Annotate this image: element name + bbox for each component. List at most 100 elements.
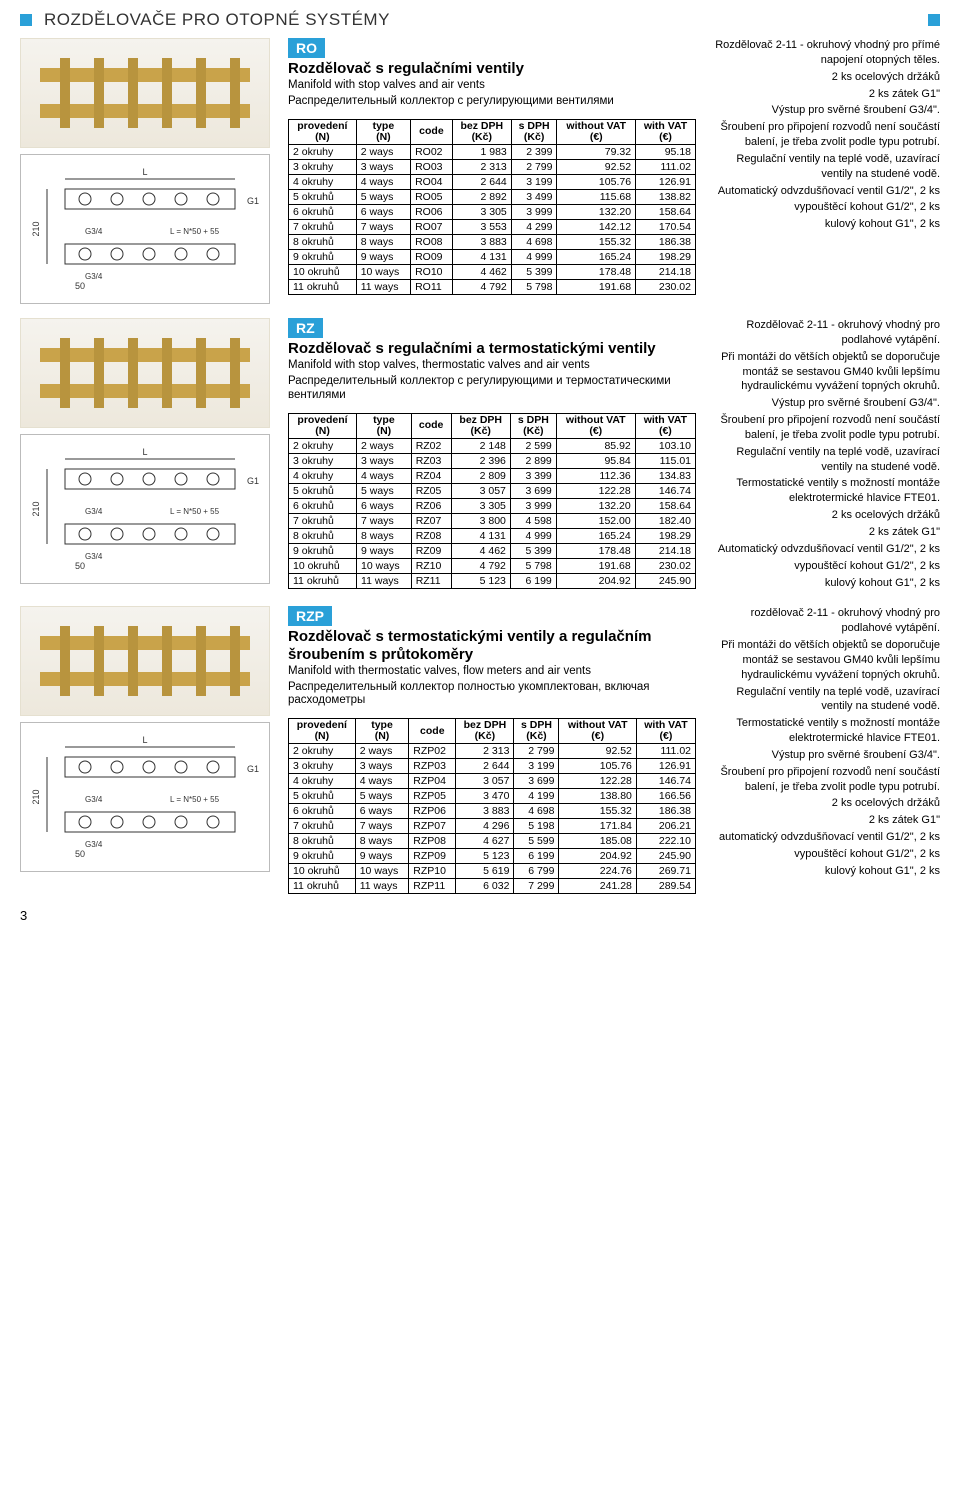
- table-cell: 2 ways: [355, 744, 409, 759]
- product-block: L210G1G3/4L = N*50 + 5550G3/4RORozdělova…: [20, 38, 940, 304]
- table-cell: RO05: [411, 189, 453, 204]
- table-row: 10 okruhů10 waysRO104 4625 399178.48214.…: [289, 264, 696, 279]
- svg-text:L: L: [142, 447, 147, 457]
- table-cell: 3 057: [456, 774, 514, 789]
- table-cell: 230.02: [636, 279, 696, 294]
- table-cell: 134.83: [635, 468, 695, 483]
- table-row: 10 okruhů10 waysRZP105 6196 799224.76269…: [289, 864, 696, 879]
- table-cell: 4 okruhy: [289, 468, 357, 483]
- table-cell: 142.12: [557, 219, 636, 234]
- table-cell: RZ09: [411, 543, 451, 558]
- table-cell: 1 983: [452, 144, 511, 159]
- table-cell: 10 ways: [356, 264, 410, 279]
- table-cell: RZ02: [411, 438, 451, 453]
- table-cell: 9 ways: [357, 543, 412, 558]
- table-cell: 4 299: [511, 219, 557, 234]
- table-header: s DPH(Kč): [511, 119, 557, 144]
- svg-text:G3/4: G3/4: [85, 552, 103, 561]
- table-cell: 5 ways: [357, 483, 412, 498]
- table-cell: RZ08: [411, 528, 451, 543]
- table-header: code: [411, 119, 453, 144]
- table-row: 7 okruhů7 waysRZP074 2965 198171.84206.2…: [289, 819, 696, 834]
- table-cell: 2 ways: [356, 144, 410, 159]
- table-cell: 111.02: [636, 744, 695, 759]
- table-cell: 2 313: [452, 159, 511, 174]
- table-cell: 11 okruhů: [289, 279, 357, 294]
- table-header: type(N): [355, 719, 409, 744]
- table-cell: 3 699: [510, 483, 556, 498]
- table-cell: 9 okruhů: [289, 849, 356, 864]
- table-cell: 2 799: [514, 744, 559, 759]
- product-code-badge: RZP: [288, 606, 332, 626]
- table-cell: 5 123: [451, 573, 510, 588]
- side-notes: rozdělovač 2-11 - okruhový vhodný pro po…: [710, 606, 940, 894]
- product-subtitle-en: Manifold with thermostatic valves, flow …: [288, 665, 696, 679]
- table-cell: 2 ways: [357, 438, 412, 453]
- table-cell: 4 199: [514, 789, 559, 804]
- table-cell: 4 698: [514, 804, 559, 819]
- table-header: with VAT(€): [635, 413, 695, 438]
- table-cell: RO09: [411, 249, 453, 264]
- table-cell: 2 599: [510, 438, 556, 453]
- note-line: kulový kohout G1", 2 ks: [710, 217, 940, 232]
- table-row: 4 okruhy4 waysRZP043 0573 699122.28146.7…: [289, 774, 696, 789]
- table-row: 9 okruhů9 waysRO094 1314 999165.24198.29: [289, 249, 696, 264]
- table-cell: 155.32: [559, 804, 636, 819]
- table-cell: 5 ways: [356, 189, 410, 204]
- svg-text:L: L: [142, 167, 147, 177]
- table-cell: RZP07: [409, 819, 456, 834]
- table-cell: 2 892: [452, 189, 511, 204]
- table-header: provedení(N): [289, 719, 356, 744]
- table-cell: 11 okruhů: [289, 573, 357, 588]
- table-cell: RZP02: [409, 744, 456, 759]
- table-cell: 2 148: [451, 438, 510, 453]
- svg-text:G3/4: G3/4: [85, 840, 103, 849]
- table-cell: 105.76: [557, 174, 636, 189]
- table-cell: 4 999: [511, 249, 557, 264]
- note-line: Výstup pro svěrné šroubení G3/4".: [710, 396, 940, 411]
- table-cell: 9 ways: [356, 249, 410, 264]
- table-cell: 5 okruhů: [289, 789, 356, 804]
- table-cell: 4 792: [452, 279, 511, 294]
- product-subtitle-en: Manifold with stop valves, thermostatic …: [288, 359, 696, 373]
- table-cell: 204.92: [556, 573, 635, 588]
- table-cell: 155.32: [557, 234, 636, 249]
- table-cell: 3 199: [514, 759, 559, 774]
- table-cell: 111.02: [636, 159, 696, 174]
- table-cell: 6 okruhů: [289, 204, 357, 219]
- product-code-badge: RO: [288, 38, 325, 58]
- note-line: Výstup pro svěrné šroubení G3/4".: [710, 748, 940, 763]
- table-cell: RZ10: [411, 558, 451, 573]
- table-row: 8 okruhů8 waysRZP084 6275 599185.08222.1…: [289, 834, 696, 849]
- page-title: ROZDĚLOVAČE PRO OTOPNÉ SYSTÉMY: [44, 10, 390, 30]
- table-cell: 2 313: [456, 744, 514, 759]
- table-cell: 198.29: [635, 528, 695, 543]
- table-cell: 4 ways: [356, 174, 410, 189]
- table-header: without VAT(€): [559, 719, 636, 744]
- table-cell: 206.21: [636, 819, 695, 834]
- table-cell: 2 399: [511, 144, 557, 159]
- table-cell: 3 305: [452, 204, 511, 219]
- table-cell: 8 ways: [356, 234, 410, 249]
- table-cell: 222.10: [636, 834, 695, 849]
- table-cell: RZ03: [411, 453, 451, 468]
- table-cell: 112.36: [556, 468, 635, 483]
- table-cell: 3 okruhy: [289, 453, 357, 468]
- table-cell: 4 ways: [357, 468, 412, 483]
- note-line: Rozdělovač 2-11 - okruhový vhodný pro po…: [710, 318, 940, 348]
- left-column: L210G1G3/4L = N*50 + 5550G3/4: [20, 318, 270, 584]
- table-cell: 4 792: [451, 558, 510, 573]
- table-row: 2 okruhy2 waysRO021 9832 39979.3295.18: [289, 144, 696, 159]
- table-cell: RZP11: [409, 879, 456, 894]
- table-cell: 7 ways: [356, 219, 410, 234]
- table-cell: 5 okruhů: [289, 483, 357, 498]
- table-cell: 2 okruhy: [289, 744, 356, 759]
- table-cell: 166.56: [636, 789, 695, 804]
- table-cell: 214.18: [636, 264, 696, 279]
- table-row: 9 okruhů9 waysRZP095 1236 199204.92245.9…: [289, 849, 696, 864]
- product-photo: [20, 606, 270, 716]
- note-line: Výstup pro svěrné šroubení G3/4".: [710, 103, 940, 118]
- note-line: rozdělovač 2-11 - okruhový vhodný pro po…: [710, 606, 940, 636]
- note-line: vypouštěcí kohout G1/2", 2 ks: [710, 200, 940, 215]
- table-cell: 7 ways: [355, 819, 409, 834]
